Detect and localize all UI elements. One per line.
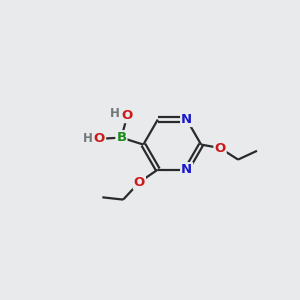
Text: O: O (94, 132, 105, 145)
Text: O: O (134, 176, 145, 189)
Text: N: N (181, 113, 192, 126)
Text: H: H (82, 132, 92, 145)
Text: H: H (110, 107, 120, 120)
Text: B: B (116, 131, 127, 144)
Text: O: O (122, 109, 133, 122)
Text: N: N (181, 163, 192, 176)
Text: O: O (214, 142, 226, 154)
